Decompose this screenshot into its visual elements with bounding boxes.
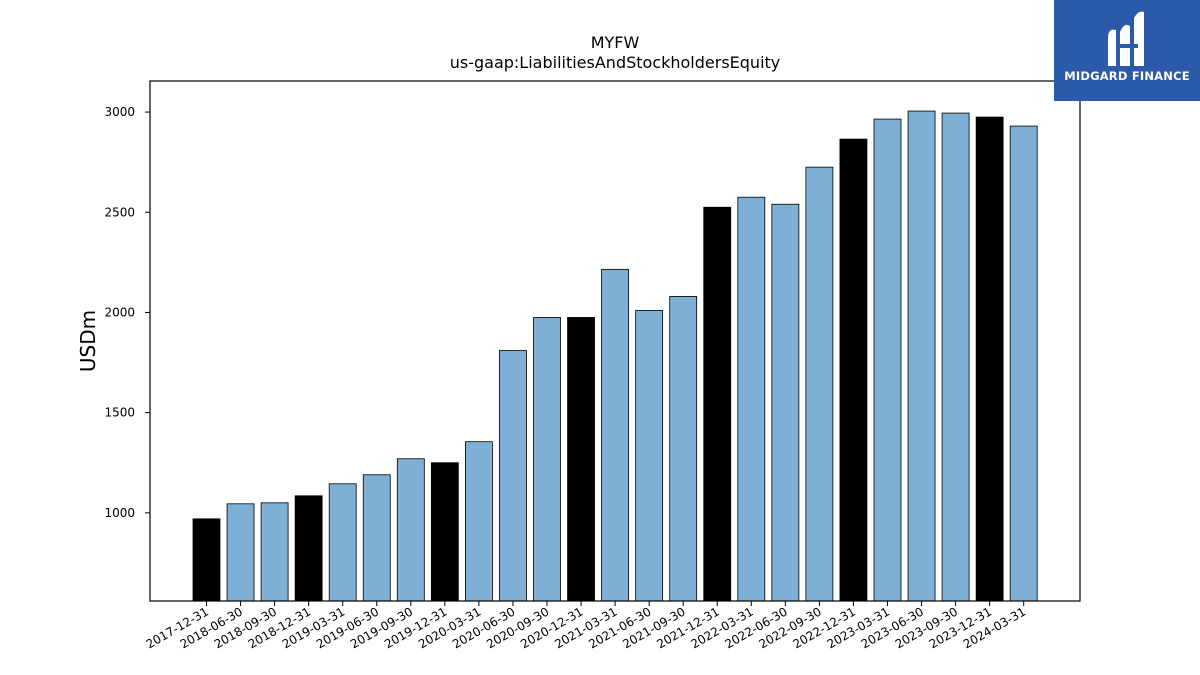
y-tick-label: 2500 [104,205,135,219]
bar-2019-12-31 [430,462,459,602]
bar-2021-12-31 [703,206,732,602]
bar-2022-06-30 [771,203,800,602]
midgard-logo: MIDGARD FINANCE [1054,0,1200,101]
y-tick-label: 2000 [104,305,135,319]
chart-subtitle: us-gaap:LiabilitiesAndStockholdersEquity [450,53,781,72]
y-ticks-group: 1000 1500 2000 2500 3000 [104,105,150,520]
bar-2019-09-30 [396,458,425,602]
bar-2023-06-30 [907,110,936,602]
bar-2018-12-31 [294,495,323,602]
bar-2023-12-31 [975,116,1004,602]
y-tick-label: 3000 [104,105,135,119]
bars-group [192,110,1038,602]
bar-2019-06-30 [362,474,391,602]
bar-2023-03-31 [873,118,902,602]
x-ticks-group: 2017-12-312018-06-302018-09-302018-12-31… [144,601,1028,651]
bar-2020-06-30 [499,350,527,602]
bar-2021-03-31 [601,268,629,602]
bar-2018-09-30 [260,502,289,602]
bar-2020-03-31 [464,441,493,602]
bar-2024-03-31 [1009,125,1038,602]
bar-2020-09-30 [533,317,561,602]
bar-2020-12-31 [567,317,595,602]
bar-2022-03-31 [737,196,766,602]
bar-2021-09-30 [669,296,698,602]
bar-2017-12-31 [192,518,221,602]
bar-2021-06-30 [635,310,664,602]
chart-title: MYFW [591,33,640,52]
bar-2023-09-30 [941,112,970,602]
midgard-logo-icon [1108,11,1144,67]
y-tick-label: 1000 [104,506,135,520]
bar-2022-09-30 [805,166,834,602]
y-axis-label: USDm [76,310,100,372]
plot-frame [149,80,1081,602]
bar-2019-03-31 [328,483,357,602]
y-tick-label: 1500 [104,406,135,420]
bar-2022-12-31 [839,138,868,602]
bar-2018-06-30 [226,503,255,602]
logo-text: MIDGARD FINANCE [1064,69,1190,83]
